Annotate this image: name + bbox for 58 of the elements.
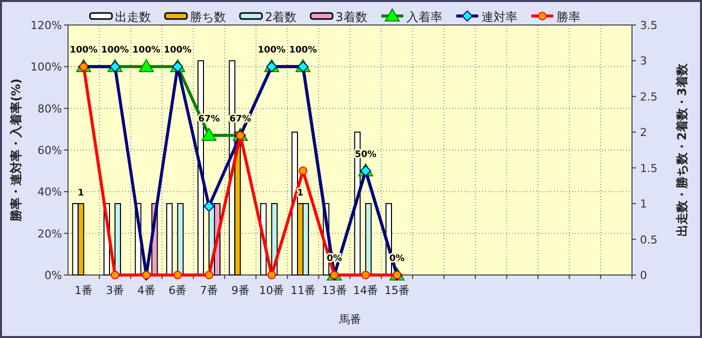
data-label: 0% <box>326 254 342 264</box>
y2-tick-label: 0.5 <box>640 233 658 246</box>
data-label: 100% <box>258 46 286 56</box>
data-label: 100% <box>70 46 98 56</box>
data-label: 100% <box>164 46 192 56</box>
data-label: 100% <box>289 46 317 56</box>
x-tick-label: 14番 <box>353 284 378 297</box>
point <box>110 270 120 280</box>
point <box>138 59 154 72</box>
x-tick-label: 9番 <box>231 284 250 297</box>
bar <box>166 203 173 276</box>
x-tick-label: 6番 <box>168 284 187 297</box>
x-tick-label: 4番 <box>137 284 156 297</box>
y-axis-title: 勝率・連対率・入着率(%) <box>9 78 23 222</box>
y2-tick-label: 3 <box>640 54 647 68</box>
y2-tick-label: 2.5 <box>640 90 658 104</box>
x-tick-label: 13番 <box>322 284 347 297</box>
y-tick-label: 60% <box>38 144 62 157</box>
y2-tick-label: 0 <box>640 269 647 282</box>
legend-label: 連対率 <box>481 10 518 24</box>
point <box>204 200 214 212</box>
y-tick-label: 0% <box>44 269 62 282</box>
legend-label: 入着率 <box>406 10 442 24</box>
legend-label: 2着数 <box>265 10 297 24</box>
y2-tick-label: 2 <box>640 126 647 140</box>
bar <box>177 203 184 276</box>
point <box>202 128 216 141</box>
y2-tick-label: 3.5 <box>640 19 658 32</box>
data-label: 100% <box>101 46 129 56</box>
x-tick-label: 1番 <box>74 284 93 297</box>
y-tick-label: 120% <box>30 19 62 32</box>
point <box>361 270 370 280</box>
point <box>173 270 182 280</box>
x-tick-label: 3番 <box>106 284 124 297</box>
x-axis-title: 馬番 <box>338 313 361 326</box>
y2-tick-label: 1 <box>640 198 647 211</box>
x-tick-label: 11番 <box>290 284 316 297</box>
legend-label: 出走数 <box>115 10 151 24</box>
point <box>298 166 308 176</box>
x-tick-label: 10番 <box>259 284 284 297</box>
y-tick-label: 80% <box>38 102 62 116</box>
point <box>267 270 276 280</box>
bar <box>114 203 121 276</box>
y-tick-label: 100% <box>30 60 62 74</box>
data-label: 100% <box>132 46 160 56</box>
legend-label: 勝率 <box>556 10 580 24</box>
y-tick-label: 20% <box>38 227 62 240</box>
x-tick-label: 15番 <box>384 284 410 297</box>
bar <box>365 203 372 276</box>
data-label: 1 <box>297 188 304 199</box>
y2-tick-label: 1.5 <box>640 162 658 175</box>
x-tick-label: 7番 <box>200 284 218 297</box>
point <box>204 270 214 280</box>
data-label: 1 <box>78 188 84 199</box>
legend-label: 3着数 <box>336 10 368 24</box>
y2-axis-title: 出走数・勝ち数・2着数・3着数 <box>675 62 689 236</box>
y-tick-label: 40% <box>38 186 62 199</box>
legend-label: 勝ち数 <box>190 10 226 24</box>
